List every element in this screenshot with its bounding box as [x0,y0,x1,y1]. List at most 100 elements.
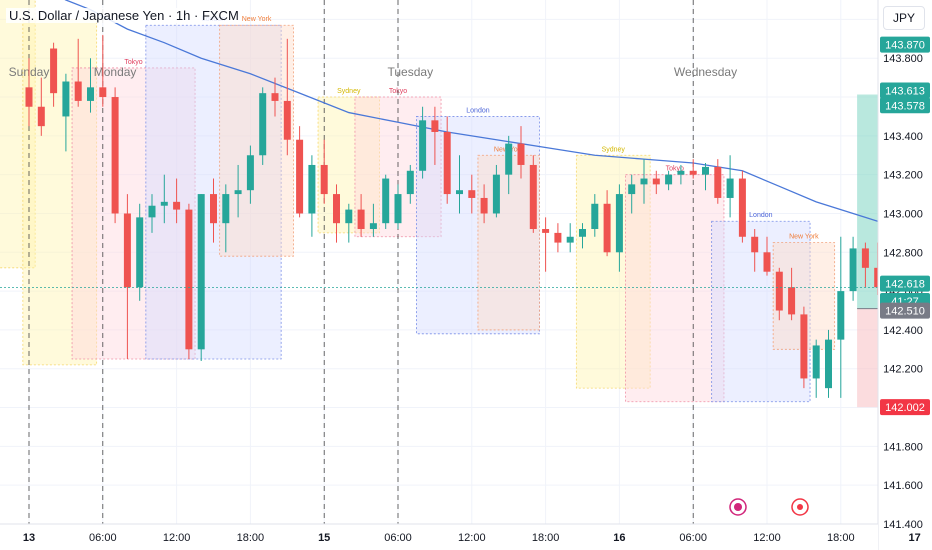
candle-body [87,87,94,101]
candle-body [50,48,58,94]
candle-body [185,209,193,350]
candle-body [480,197,488,214]
candle-body [99,87,107,98]
candle-body [812,345,820,379]
chart-title: U.S. Dollar / Japanese Yen · 1h · FXCM [6,8,242,23]
currency-button[interactable]: JPY [883,6,925,30]
candle-body [591,203,599,230]
candle-body [689,170,697,175]
x-tick-label: 15 [318,532,330,544]
price-badge-target [880,97,930,114]
y-tick-label: 143.400 [883,131,923,143]
x-tick-label: 13 [23,532,35,544]
x-tick-label: 06:00 [384,532,412,544]
candle-body [849,248,857,292]
candle-body [566,236,574,243]
session-label: Sydney [602,146,626,153]
moving-average-layer [64,0,891,226]
y-tick-label: 143.200 [883,170,923,182]
session-label: Tokyo [124,59,142,66]
candle-body [652,178,660,185]
candle-body [123,213,131,288]
candle-body [369,223,377,230]
price-badge-target [880,82,930,99]
session-label: London [466,107,489,114]
x-tick-label: 06:00 [679,532,707,544]
candle-body [246,155,254,191]
price-badge-text: 142.510 [885,306,925,318]
price-badge-ma [880,36,930,53]
candle-body [615,194,623,253]
x-tick-label: 12:00 [163,532,191,544]
candle-body [825,339,832,389]
x-tick-label: 17 [908,532,920,544]
price-badge-text: 142.002 [885,402,925,414]
candle-body [517,143,525,165]
candle-body [74,81,82,101]
candle-body [751,236,759,253]
candle-body [320,164,328,195]
candle-body [579,229,586,237]
x-tick-label: 12:00 [458,532,486,544]
candle-body [259,93,267,156]
y-tick-label: 142.400 [883,325,923,337]
candle-body [283,100,291,140]
y-tick-label: 141.400 [883,519,923,531]
session-label: Tokyo [666,166,684,173]
candle-body [505,143,513,175]
flag-event-icon-inner [734,503,742,511]
session-box-tokyo [625,174,725,403]
y-tick-label: 142.200 [883,364,923,376]
candle-body [837,291,845,340]
candle-body [25,87,33,107]
y-tick-label: 143.000 [883,208,923,220]
session-box-asia [0,0,36,269]
x-tick-label: 18:00 [237,532,265,544]
candle-body [136,217,144,288]
price-badge-text: 143.613 [885,86,925,98]
price-badge-text: 142.618 [885,279,925,291]
candle-body [345,209,353,224]
time-axis-background [0,524,878,550]
candle-body [542,229,550,233]
candle-body [529,164,537,230]
candle-body [861,248,869,268]
x-tick-label: 16 [613,532,625,544]
day-label: Wednesday [674,65,737,79]
candle-body [800,314,808,379]
session-box-tokyo [71,67,196,360]
candles-layer [25,34,931,398]
candle-body [382,178,390,224]
candle-body [357,209,365,230]
candle-body [702,166,709,175]
x-tick-label: 18:00 [532,532,560,544]
candle-body [775,271,783,311]
candle-body [726,178,734,198]
day-label: Monday [94,65,137,79]
candle-body [468,190,476,198]
candle-body [308,164,316,214]
candle-body [406,170,414,195]
candle-body [234,190,242,195]
session-box-asia [575,154,651,389]
candle-body [296,139,304,214]
x-tick-label: 12:00 [753,532,781,544]
candle-body [492,174,500,214]
y-tick-label: 143.800 [883,53,923,65]
candle-body [222,194,230,224]
candle-body [62,81,70,117]
candle-body [714,166,722,198]
day-label: Tuesday [388,65,434,79]
price-badge-current [880,275,930,292]
overlay-layer [0,287,878,516]
session-label: London [749,212,772,219]
x-tick-label: 18:00 [827,532,855,544]
candle-body [333,194,340,224]
session-box-newyork [219,24,294,257]
candle-body [148,205,156,218]
x-tick-label: 06:00 [89,532,117,544]
candle-body [628,184,636,195]
